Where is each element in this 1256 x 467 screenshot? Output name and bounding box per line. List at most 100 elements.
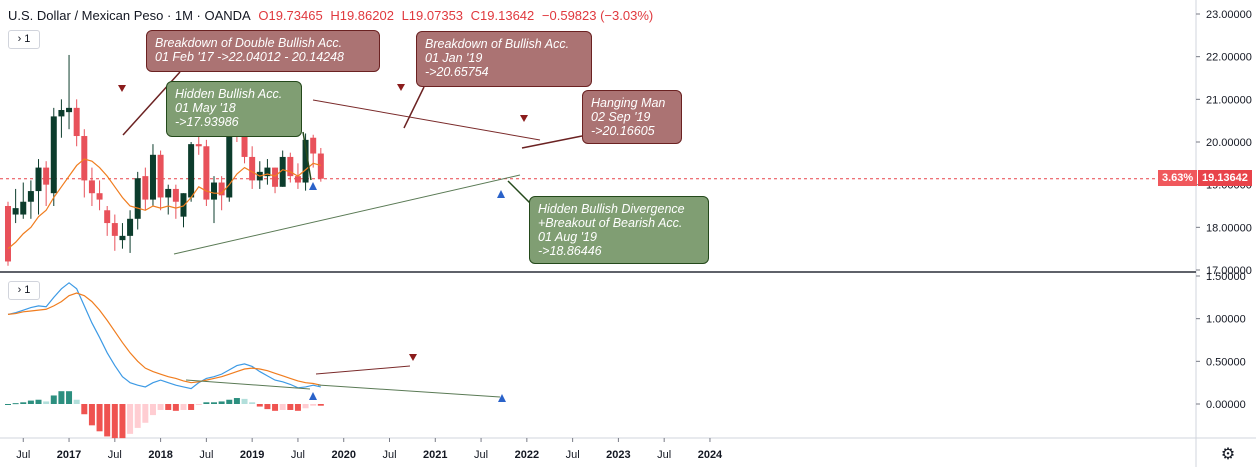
callout-pointer (403, 86, 425, 129)
callout-bullish-breakdown: Breakdown of Bullish Acc. 01 Jan '19 ->2… (416, 31, 592, 87)
macd-histogram-bar (165, 404, 172, 410)
candle-body (43, 167, 50, 185)
macd-histogram-bar (58, 391, 65, 404)
x-tick-label: Jul (382, 449, 396, 461)
x-tick-label: 2020 (331, 449, 355, 461)
macd-histogram-bar (27, 400, 34, 404)
candle-body (88, 180, 95, 194)
macd-support-divergence-2 (317, 384, 501, 398)
y-tick-label: 20.00000 (1206, 137, 1252, 149)
candle-body (157, 154, 164, 198)
resistance-trendline (312, 99, 541, 141)
y-tick-label: 23.00000 (1206, 9, 1252, 21)
high-value: H19.86202 (330, 8, 394, 23)
macd-histogram-bar (104, 404, 111, 437)
sell-signal-icon (520, 115, 528, 122)
x-tick-label: 2017 (57, 449, 81, 461)
candle-body (35, 167, 42, 192)
macd-histogram-bar (302, 404, 309, 409)
candle-body (203, 146, 210, 200)
macd-histogram-bar (149, 404, 156, 416)
sell-signal-icon (409, 354, 417, 361)
macd-histogram-bar (264, 404, 271, 410)
candle-body (5, 206, 11, 262)
symbol-title: U.S. Dollar / Mexican Peso · 1M · OANDA (8, 8, 251, 23)
macd-histogram-bar (218, 401, 225, 404)
macd-histogram-bar (294, 404, 301, 411)
macd-histogram-bar (111, 404, 118, 439)
candle-body (172, 188, 179, 202)
macd-histogram-bar (172, 404, 179, 411)
buy-signal-icon (498, 394, 506, 402)
callout-line: ->20.65754 (425, 65, 489, 79)
candle-body (134, 178, 141, 219)
candle-body (211, 182, 218, 200)
candle-body (119, 235, 126, 241)
macd-y-tick-label: 1.00000 (1206, 314, 1246, 326)
macd-histogram-bar (211, 402, 218, 404)
x-tick-label: Jul (16, 449, 30, 461)
x-tick-label: 2024 (698, 449, 723, 461)
macd-y-tick-label: 1.50000 (1206, 271, 1246, 283)
callout-line: Breakdown of Bullish Acc. (425, 37, 570, 51)
x-tick-label: 2023 (606, 449, 630, 461)
candle-body (20, 201, 27, 215)
macd-histogram-bar (226, 399, 233, 404)
candle-body (165, 188, 172, 198)
macd-histogram-bar (157, 404, 164, 410)
macd-histogram-bar (119, 404, 126, 439)
macd-histogram-bar (310, 404, 317, 406)
macd-pane-toggle[interactable]: › 1 (8, 281, 40, 300)
candle-body (96, 193, 103, 200)
price-change-badge: 3.63% (1158, 170, 1198, 186)
main-pane-toggle[interactable]: › 1 (8, 30, 40, 49)
support-trendline (173, 174, 521, 255)
macd-histogram-bar (50, 395, 57, 404)
buy-signal-icon (309, 392, 317, 400)
macd-histogram-bar (256, 404, 263, 407)
macd-histogram-bar (43, 401, 50, 404)
candle-body (302, 139, 309, 183)
macd-y-tick-label: 0.50000 (1206, 356, 1246, 368)
candle-body (272, 167, 279, 187)
candle-body (226, 124, 233, 198)
macd-histogram-bar (241, 398, 248, 404)
candle-body (104, 210, 111, 224)
macd-histogram-bar (249, 402, 256, 404)
callout-line: ->18.86446 (538, 244, 602, 258)
callout-line: 01 May '18 (175, 101, 236, 115)
candle-body (264, 167, 271, 177)
candle-body (58, 110, 65, 117)
callout-line: 01 Jan '19 (425, 51, 483, 65)
candle-body (249, 156, 256, 181)
candle-body (111, 223, 118, 236)
callout-pointer (521, 135, 583, 149)
candle-body (27, 191, 34, 202)
macd-histogram-bar (35, 399, 42, 404)
candle-body (81, 136, 88, 181)
macd-histogram-bar (188, 404, 195, 410)
x-tick-label: Jul (474, 449, 488, 461)
macd-histogram-bar (88, 404, 95, 426)
buy-signal-icon (309, 182, 317, 190)
macd-histogram-bar (20, 402, 27, 404)
macd-histogram-bar (73, 399, 80, 404)
macd-histogram-bar (5, 404, 11, 405)
macd-histogram-bar (279, 404, 286, 410)
callout-line: Breakdown of Double Bullish Acc. (155, 36, 343, 50)
macd-line (7, 282, 321, 390)
callout-hanging-man: Hanging Man 02 Sep '19 ->20.16605 (582, 90, 682, 144)
macd-histogram-bar (233, 398, 240, 404)
macd-resistance-divergence (315, 365, 411, 375)
candle-body (180, 193, 187, 217)
callout-hidden-bullish-acc: Hidden Bullish Acc. 01 May '18 ->17.9398… (166, 81, 302, 137)
x-tick-label: Jul (199, 449, 213, 461)
candle-body (279, 156, 286, 187)
y-tick-label: 21.00000 (1206, 94, 1252, 106)
x-tick-label: Jul (566, 449, 580, 461)
candle-body (287, 156, 294, 177)
macd-signal-line (7, 292, 321, 386)
candle-body (195, 144, 202, 147)
settings-gear-icon[interactable]: ⚙ (1220, 446, 1236, 463)
callout-line: +Breakout of Bearish Acc. (538, 216, 683, 230)
